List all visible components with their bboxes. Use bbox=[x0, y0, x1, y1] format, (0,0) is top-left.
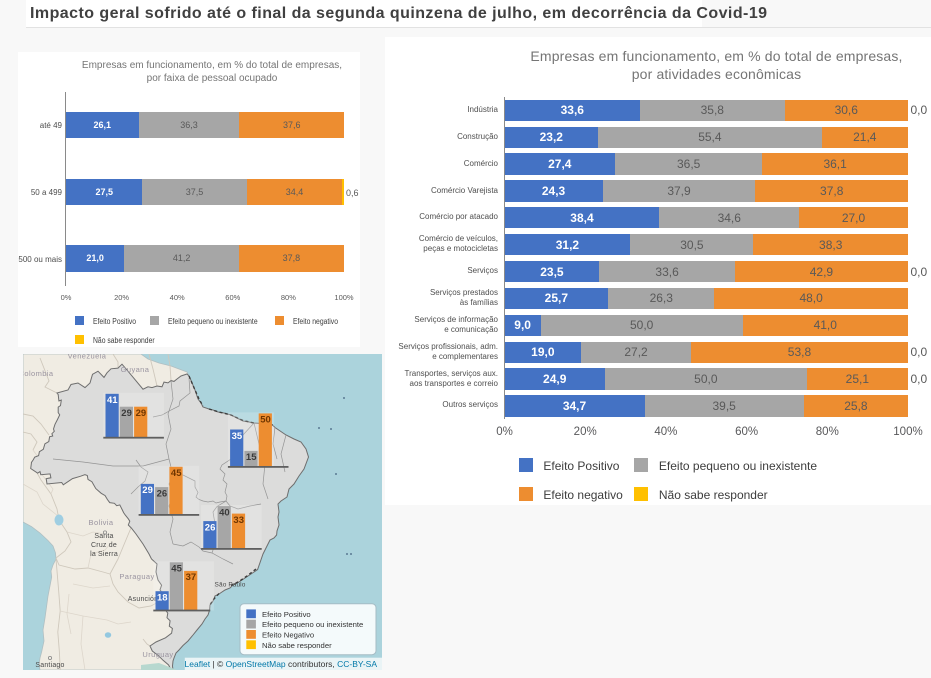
svg-text:São Paulo: São Paulo bbox=[215, 582, 246, 589]
svg-text:26: 26 bbox=[205, 522, 216, 533]
svg-text:Efeito Negativo: Efeito Negativo bbox=[262, 631, 314, 640]
svg-text:45: 45 bbox=[171, 564, 182, 575]
svg-text:Colombia: Colombia bbox=[23, 369, 54, 378]
svg-text:Bolivia: Bolivia bbox=[89, 518, 114, 527]
svg-text:Leaflet | © OpenStreetMap cont: Leaflet | © OpenStreetMap contributors, … bbox=[185, 659, 378, 669]
svg-text:35: 35 bbox=[232, 431, 243, 442]
svg-text:15: 15 bbox=[246, 452, 257, 463]
svg-text:Venezuela: Venezuela bbox=[68, 354, 107, 361]
svg-text:Não sabe responder: Não sabe responder bbox=[262, 641, 332, 650]
svg-text:Guyana: Guyana bbox=[121, 365, 150, 374]
svg-text:Efeito pequeno ou inexistente: Efeito pequeno ou inexistente bbox=[262, 620, 363, 629]
svg-text:Paraguay: Paraguay bbox=[119, 572, 154, 581]
svg-text:Uruguay: Uruguay bbox=[142, 650, 173, 659]
svg-text:Efeito Positivo: Efeito Positivo bbox=[262, 610, 311, 619]
svg-text:41: 41 bbox=[107, 395, 118, 406]
svg-text:Santiago: Santiago bbox=[35, 662, 64, 669]
svg-text:la Sierra: la Sierra bbox=[90, 551, 118, 558]
svg-text:45: 45 bbox=[171, 468, 182, 479]
svg-text:Santa: Santa bbox=[94, 533, 113, 540]
svg-text:37: 37 bbox=[186, 572, 197, 583]
svg-text:50: 50 bbox=[260, 415, 271, 426]
svg-text:29: 29 bbox=[121, 408, 132, 419]
svg-text:18: 18 bbox=[157, 593, 168, 604]
svg-text:33: 33 bbox=[233, 515, 244, 526]
svg-text:26: 26 bbox=[157, 488, 168, 499]
svg-text:Cruz de: Cruz de bbox=[91, 542, 117, 549]
svg-text:40: 40 bbox=[219, 507, 230, 518]
svg-text:29: 29 bbox=[142, 485, 153, 496]
svg-text:Asunción: Asunción bbox=[128, 596, 158, 603]
svg-text:29: 29 bbox=[136, 408, 147, 419]
